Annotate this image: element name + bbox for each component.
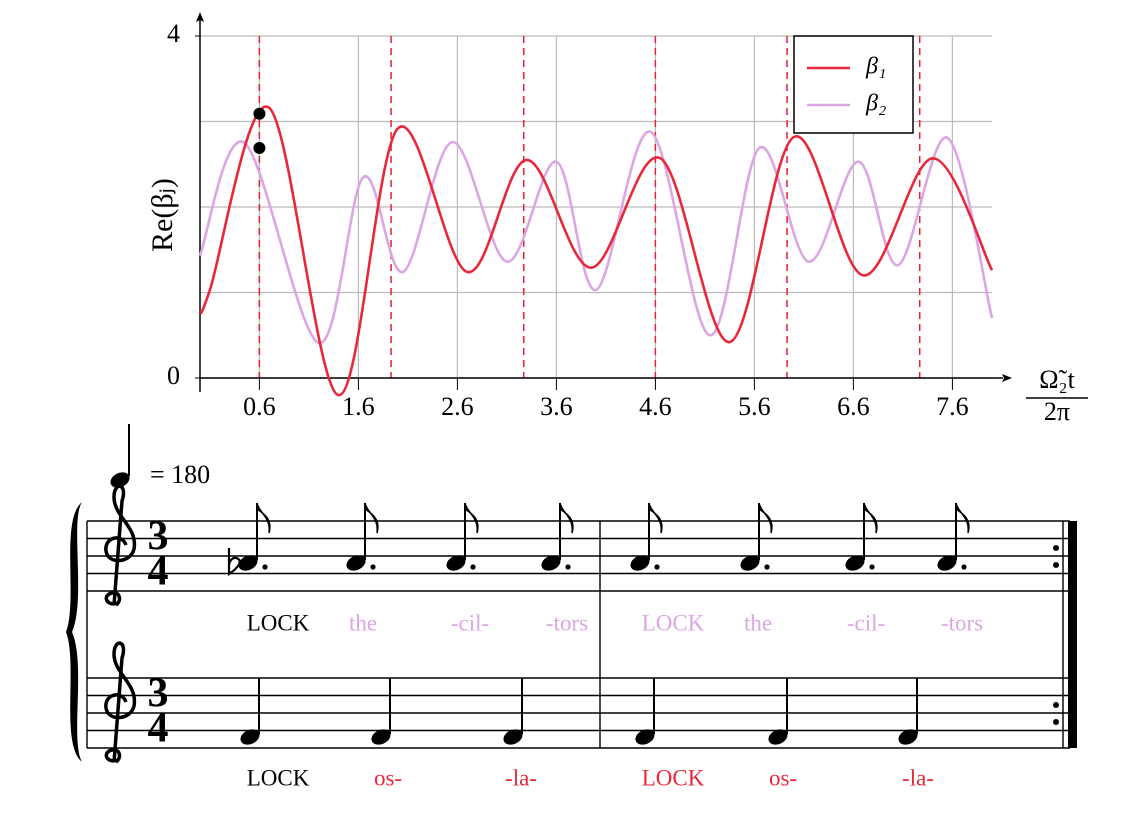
series-line (198, 105, 994, 397)
lyric: -tors (941, 610, 983, 635)
lyric: the (744, 610, 772, 635)
lyric: the (349, 610, 377, 635)
lyric: LOCK (642, 765, 705, 790)
note-flag (464, 502, 479, 534)
note-head (238, 555, 258, 571)
repeat-dot (1053, 719, 1059, 725)
treble-clef (104, 641, 137, 764)
treble-clef (104, 484, 137, 607)
marker-point (253, 107, 266, 120)
lyric: -tors (546, 610, 588, 635)
note-dot (565, 564, 571, 570)
x-tick-label: 1.6 (342, 392, 375, 421)
brace (66, 502, 82, 762)
lyric: -cil- (847, 610, 885, 635)
marker-point (253, 142, 266, 155)
legend-box (793, 35, 914, 134)
lyric: LOCK (247, 610, 310, 635)
time-signature: 3 (148, 514, 169, 560)
time-signature: 4 (148, 549, 169, 595)
repeat-dot (1053, 702, 1059, 708)
note-head (845, 555, 865, 571)
x-tick-label: 4.6 (639, 392, 672, 421)
lyric: -la- (902, 765, 934, 790)
series-line (198, 130, 994, 345)
lyric: LOCK (642, 610, 705, 635)
y-tick-label: 0 (167, 361, 180, 390)
note-dot (470, 564, 476, 570)
time-signature: 4 (148, 706, 169, 752)
note-flag (648, 502, 663, 534)
note-flag (863, 502, 878, 534)
y-tick-label: 4 (167, 19, 180, 48)
note-flag (559, 502, 574, 534)
note-head (740, 555, 760, 571)
final-bar (1068, 521, 1077, 748)
lyric: os- (374, 765, 402, 790)
lyric: -cil- (451, 610, 489, 635)
x-tick-label: 2.6 (441, 392, 474, 421)
note-head (446, 555, 466, 571)
note-head (110, 472, 130, 488)
note-flag (758, 502, 773, 534)
x-tick-label: 5.6 (738, 392, 771, 421)
lyric: -la- (505, 765, 537, 790)
lyric: os- (769, 765, 797, 790)
note-flag (955, 502, 970, 534)
note-head (898, 729, 918, 745)
note-dot (654, 564, 660, 570)
x-axis-label: Ω̃₂t (1039, 365, 1075, 394)
note-head (371, 729, 391, 745)
legend-label: β₁ (865, 54, 886, 80)
note-head (503, 729, 523, 745)
x-tick-label: 7.6 (936, 392, 969, 421)
y-axis-label: Re(βⱼ) (146, 178, 179, 252)
x-tick-label: 0.6 (243, 392, 276, 421)
note-flag (364, 502, 379, 534)
repeat-dot (1053, 562, 1059, 568)
y-axis-arrow (196, 12, 204, 22)
note-head (346, 555, 366, 571)
note-dot (262, 564, 268, 570)
legend-label: β₂ (865, 91, 886, 117)
x-tick-label: 6.6 (837, 392, 870, 421)
note-head (240, 729, 260, 745)
note-head (937, 555, 957, 571)
note-flag (256, 502, 271, 534)
lyric: LOCK (247, 765, 310, 790)
x-axis-arrow (1002, 374, 1012, 382)
note-head (768, 729, 788, 745)
flat-sign (227, 548, 241, 577)
note-dot (869, 564, 875, 570)
repeat-dot (1053, 545, 1059, 551)
time-signature: 3 (148, 671, 169, 717)
note-head (630, 555, 650, 571)
note-dot (764, 564, 770, 570)
note-dot (370, 564, 376, 570)
note-head (541, 555, 561, 571)
x-tick-label: 3.6 (540, 392, 573, 421)
x-axis-label: 2π (1044, 397, 1070, 426)
note-dot (961, 564, 967, 570)
tempo: = 180 (150, 460, 210, 489)
note-head (635, 729, 655, 745)
